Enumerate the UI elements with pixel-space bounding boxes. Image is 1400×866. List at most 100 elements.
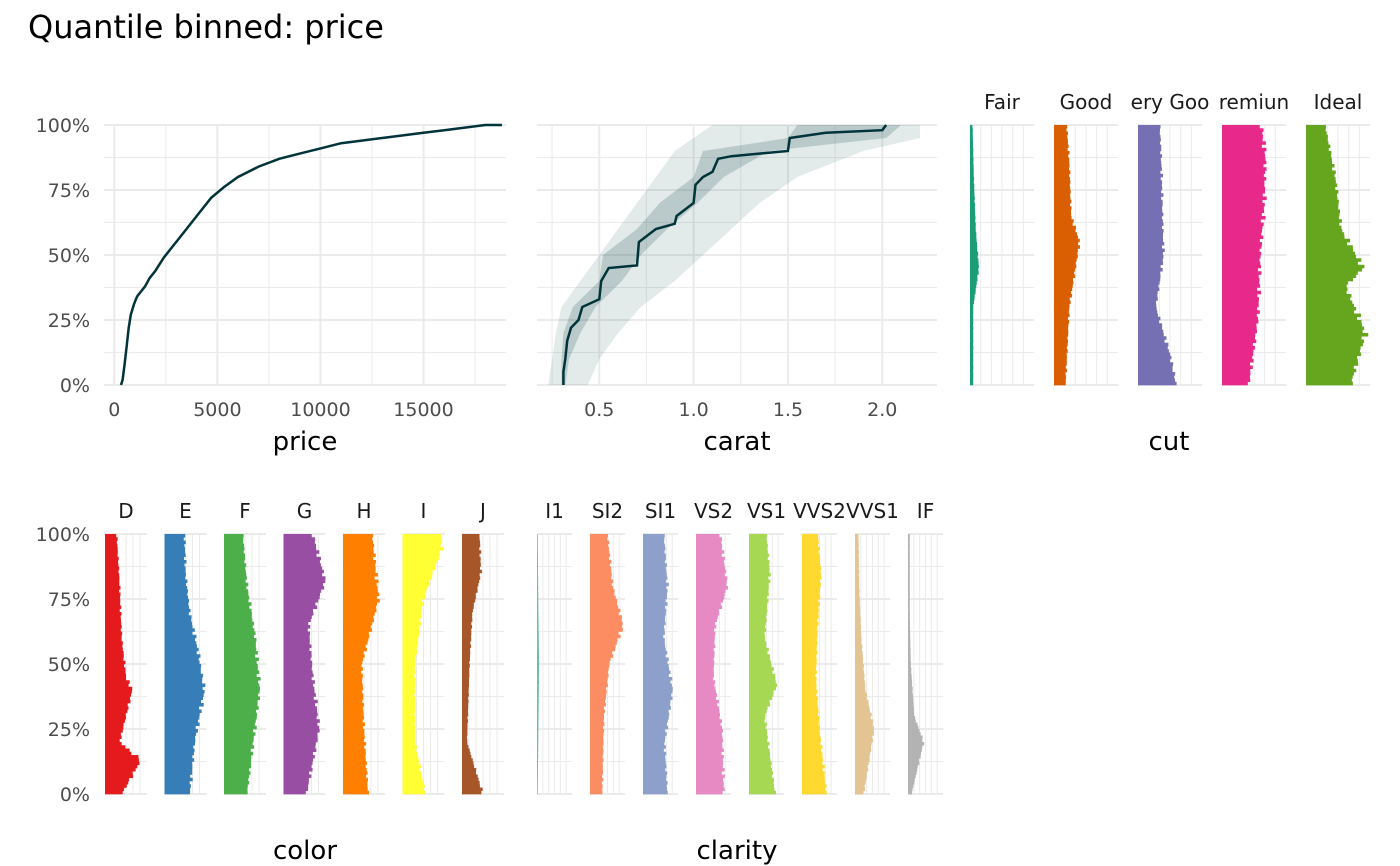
clarity-vs2-bar	[696, 667, 714, 671]
color-h-bar	[343, 722, 366, 727]
clarity-vs1-bar	[749, 755, 770, 759]
clarity-vs1-bar	[749, 547, 768, 551]
cut-fair-bar	[970, 147, 974, 152]
cut-premium-bar	[1222, 271, 1262, 275]
clarity-si1-bar	[643, 768, 666, 772]
cut-very-good-bar	[1138, 277, 1161, 282]
color-j-bar	[462, 758, 473, 762]
cut-ideal-bar	[1306, 277, 1354, 282]
clarity-vvs1-bar	[855, 654, 863, 658]
color-d-bar	[105, 651, 124, 655]
clarity-si2-bar	[590, 543, 609, 548]
cut-premium-bar	[1222, 128, 1264, 132]
cut-premium-bar	[1222, 349, 1254, 353]
clarity-if-bar	[908, 534, 910, 538]
clarity-vvs2-bar	[802, 599, 819, 603]
clarity-vvs2-bar	[802, 699, 818, 704]
cut-premium-bar	[1222, 300, 1259, 305]
cut-very-good-bar	[1138, 258, 1163, 262]
color-e-bar	[164, 556, 185, 561]
cut-fair-bar	[970, 219, 976, 223]
clarity-vvs1-bar	[855, 631, 862, 636]
clarity-si2-bar	[590, 725, 604, 730]
clarity-i1-bar	[537, 745, 539, 749]
cut-good-bar	[1054, 222, 1073, 227]
color-d-bar	[105, 602, 121, 606]
cut-fair-bar	[970, 264, 979, 269]
clarity-si1-bar	[643, 777, 667, 782]
clarity-si1-bar	[643, 748, 664, 753]
clarity-vvs1-bar	[855, 534, 859, 538]
cut-fair-bar	[970, 326, 974, 331]
clarity-si2-bar	[590, 670, 609, 675]
clarity-if-bar	[908, 664, 911, 668]
color-i-bar	[402, 738, 416, 743]
cut-premium-bar	[1222, 258, 1260, 262]
clarity-si2-bar	[590, 758, 604, 762]
clarity-vs1-bar	[749, 644, 767, 649]
color-e-bar	[164, 625, 193, 629]
clarity-si2-bar	[590, 657, 611, 662]
color-d-bar	[105, 576, 120, 580]
color-g-bar	[283, 660, 313, 665]
clarity-i1-bar	[537, 764, 538, 769]
clarity-vvs2-bar	[802, 608, 819, 613]
clarity-si2-bar	[590, 777, 604, 782]
cut-good-bar	[1054, 255, 1078, 259]
clarity-vs1-bar	[749, 716, 766, 720]
clarity-i1-bar	[537, 631, 539, 636]
cut-fair-bar	[970, 190, 975, 194]
clarity-si1-bar	[643, 618, 665, 623]
color-h-bar	[343, 547, 374, 551]
cut-very-good-bar	[1138, 134, 1161, 139]
color-g-bar	[283, 758, 314, 762]
cut-ideal-bar	[1306, 268, 1363, 272]
color-d-bar	[105, 735, 122, 740]
clarity-vvs2-bar	[802, 641, 818, 645]
clarity-vs2-bar	[696, 573, 725, 577]
clarity-si1-bar	[643, 534, 665, 538]
cut-premium-bar	[1222, 255, 1261, 259]
cut-ideal-bar	[1306, 316, 1358, 321]
cut-very-good-bar	[1138, 284, 1159, 288]
color-g-bar	[283, 602, 316, 606]
cut-good-bar	[1054, 381, 1066, 386]
color-e-bar	[164, 673, 204, 678]
color-e-bar	[164, 612, 189, 616]
cut-ideal-bar	[1306, 261, 1358, 266]
clarity-i1-bar	[537, 589, 539, 593]
color-f-bar	[224, 634, 255, 639]
cut-ideal-bar	[1306, 378, 1352, 383]
color-g-bar	[283, 595, 320, 600]
color-i-bar	[402, 781, 423, 785]
cut-very-good-bar	[1138, 342, 1169, 347]
clarity-if-bar	[908, 784, 914, 788]
clarity-vvs1-strip-label: VVS1	[846, 499, 899, 523]
clarity-i1-bar	[537, 579, 539, 584]
clarity-si2-bar	[590, 709, 605, 714]
cut-good-bar	[1054, 170, 1071, 175]
clarity-si1-bar	[643, 673, 669, 678]
color-j-bar	[462, 683, 470, 688]
color-f-bar	[224, 784, 248, 788]
color-d-bar	[105, 742, 122, 746]
color-g-bar	[283, 706, 317, 710]
color-h-bar	[343, 683, 363, 688]
clarity-si1-bar	[643, 742, 665, 746]
cut-very-good-bar	[1138, 238, 1164, 243]
cut-fair-bar	[970, 248, 978, 253]
color-g-bar	[283, 582, 324, 587]
clarity-vvs2-bar	[802, 725, 820, 730]
color-g-bar	[283, 768, 313, 772]
clarity-i1-bar	[537, 680, 540, 684]
color-g-bar	[283, 742, 316, 746]
cut-ideal-bar	[1306, 141, 1329, 145]
clarity-vs2-bar	[696, 670, 714, 675]
color-j-bar	[462, 712, 469, 717]
cut-ideal-bar	[1306, 320, 1362, 324]
clarity-vvs1-bar	[855, 615, 861, 619]
cut-premium-bar	[1222, 193, 1263, 197]
clarity-si2-bar	[590, 699, 605, 704]
color-g-bar	[283, 625, 311, 629]
cut-fair-bar	[970, 258, 979, 262]
